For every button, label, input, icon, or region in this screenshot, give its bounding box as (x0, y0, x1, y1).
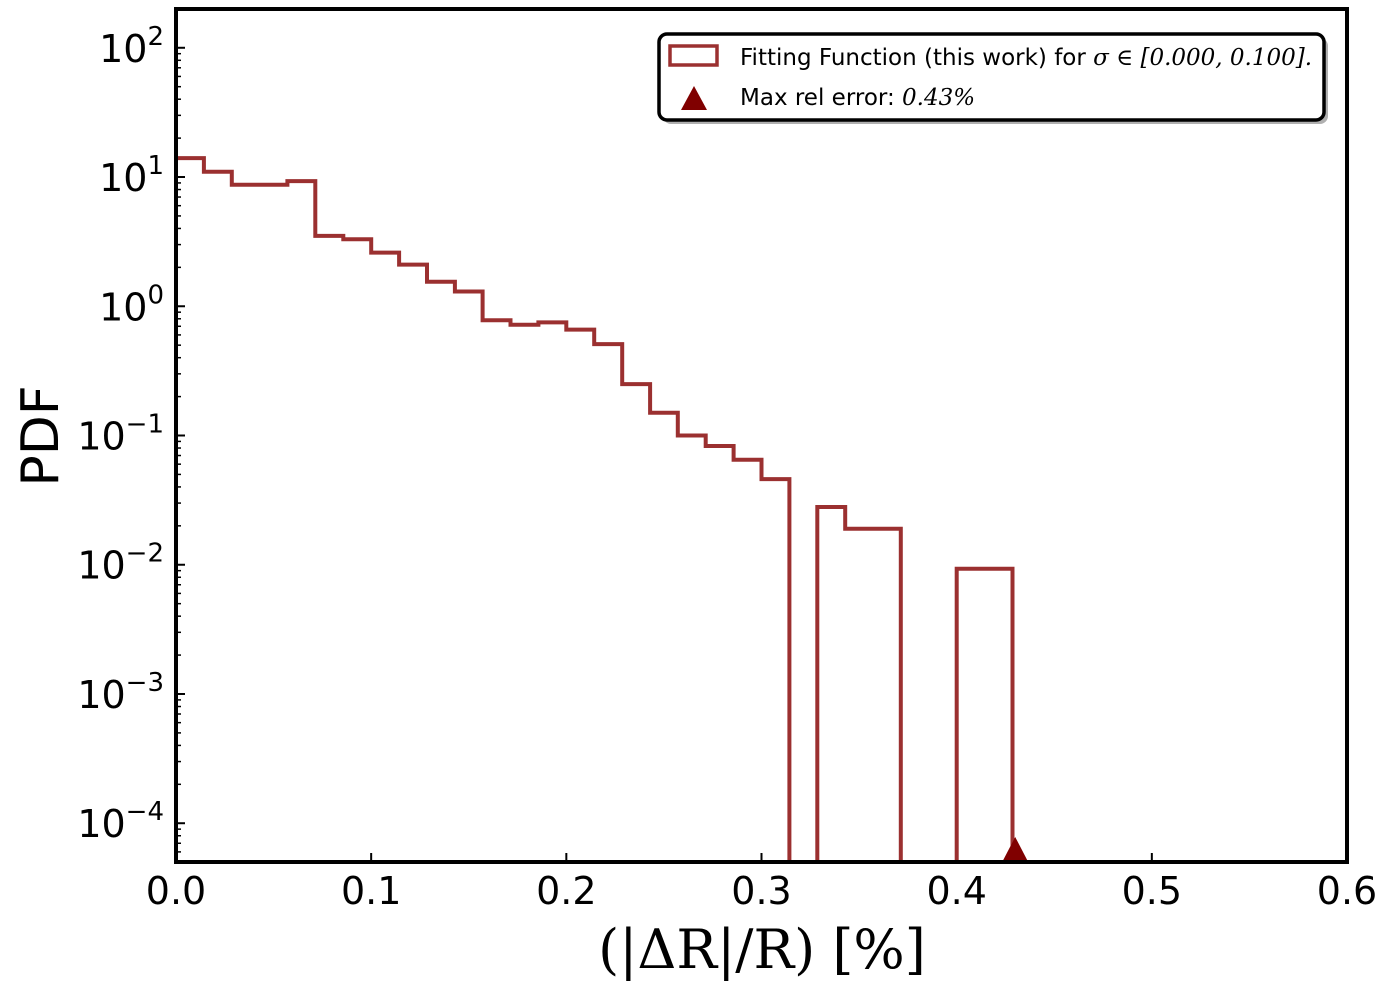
y-tick-label: 101 (99, 151, 164, 200)
x-tick-label: 0.4 (926, 869, 986, 913)
y-tick-label: 10−3 (77, 668, 164, 717)
x-tick-labels: 0.0 0.1 0.2 0.3 0.4 0.5 0.6 (146, 869, 1377, 913)
x-tick-label: 0.2 (536, 869, 596, 913)
legend-swatch-histogram (668, 44, 719, 67)
legend-box (657, 32, 1326, 122)
histogram-series (174, 156, 1015, 862)
y-axis-title: PDF (11, 385, 71, 486)
legend: Fitting Function (this work) for σ ∈ [0.… (657, 32, 1328, 124)
legend-marker-triangle (681, 86, 707, 110)
y-tick-label: 100 (99, 280, 164, 329)
legend-label-histogram: Fitting Function (this work) for σ ∈ [0.… (740, 45, 1312, 71)
plot-frame (174, 7, 1349, 864)
legend-label-marker: Max rel error: 0.43% (740, 85, 975, 111)
max-error-marker (1002, 837, 1029, 862)
x-axis-title: (|ΔR|/R) [%] (598, 918, 926, 981)
x-tick-label: 0.6 (1317, 869, 1377, 913)
x-tick-label: 0.3 (731, 869, 791, 913)
y-tick-labels: 102 101 100 10−1 10−2 10−3 10−4 (77, 22, 164, 846)
y-tick-label: 10−2 (77, 539, 164, 588)
y-tick-label: 102 (99, 22, 164, 71)
x-tick-label: 0.0 (146, 869, 206, 913)
axis-ticks (175, 46, 1348, 862)
y-tick-label: 10−4 (77, 797, 164, 846)
y-tick-label: 10−1 (77, 410, 164, 459)
x-tick-label: 0.5 (1122, 869, 1182, 913)
x-tick-label: 0.1 (341, 869, 401, 913)
